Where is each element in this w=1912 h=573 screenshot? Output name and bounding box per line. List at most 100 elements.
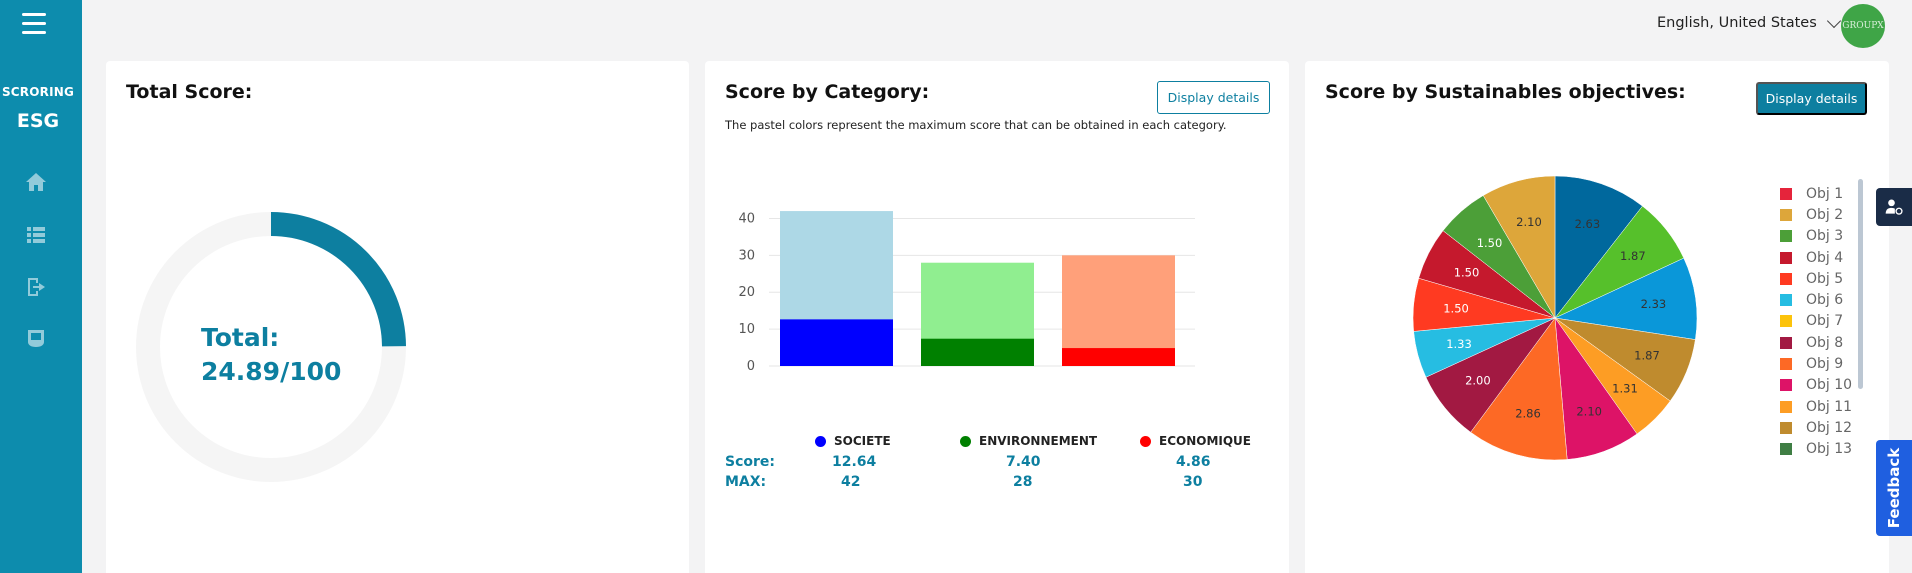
pie-slice	[1554, 175, 1643, 319]
legend-item[interactable]: Obj 4	[1780, 247, 1860, 268]
legend-label: Obj 2	[1806, 206, 1844, 223]
legend-dot	[1140, 435, 1151, 447]
chevron-down-icon	[1826, 13, 1841, 28]
pie-legend: Obj 1 Obj 2 Obj 3 Obj 4 Obj 5 Obj 6 Obj 7 Obj 8…	[1780, 183, 1860, 460]
legend-societe: SOCIETE	[815, 434, 891, 448]
menu-icon[interactable]	[22, 13, 46, 35]
pie-slice-label: 1.50	[1477, 236, 1503, 250]
category-card: Score by Category: Display details The p…	[705, 61, 1289, 573]
total-score-card: Total Score: Total: 24.89/100	[106, 61, 689, 573]
legend-item[interactable]: Obj 12	[1780, 417, 1860, 438]
legend-label: Obj 5	[1806, 270, 1844, 287]
user-gear-icon	[1885, 199, 1903, 215]
home-icon[interactable]	[22, 168, 50, 196]
avatar[interactable]: GROUPX	[1841, 4, 1885, 48]
legend-item[interactable]: Obj 13	[1780, 439, 1860, 460]
pie-slice-label: 2.00	[1465, 374, 1491, 388]
feedback-button[interactable]: Feedback	[1876, 440, 1912, 536]
legend-item[interactable]: Obj 1	[1780, 183, 1860, 204]
gauge-arc	[136, 212, 406, 482]
total-score-title: Total Score:	[126, 81, 253, 103]
list-icon[interactable]	[22, 221, 50, 249]
bar-score-economique	[1062, 348, 1175, 366]
legend-swatch	[1780, 379, 1792, 392]
legend-swatch	[1780, 208, 1792, 221]
legend-swatch	[1780, 358, 1792, 371]
score-value-economique: 4.86	[1176, 454, 1211, 470]
pie-slice-label: 2.86	[1515, 407, 1541, 421]
legend-label: Obj 1	[1806, 185, 1844, 202]
y-tick-label: 10	[738, 322, 755, 337]
legend-swatch	[1780, 336, 1792, 349]
sidebar: SCRORING ESG	[0, 0, 82, 573]
total-score-gauge	[136, 212, 406, 482]
legend-label: Obj 9	[1806, 356, 1844, 373]
legend-label: Obj 3	[1806, 228, 1844, 245]
legend-item[interactable]: Obj 9	[1780, 353, 1860, 374]
y-tick-label: 0	[747, 359, 755, 374]
legend-swatch	[1780, 251, 1792, 264]
objectives-pie-chart: 2.63 1.87 2.33 1.87 1.31 2.10 2.86 2.00 1.33 1.50…	[1412, 175, 1698, 461]
y-tick-label: 40	[738, 211, 755, 226]
pie-slice-label: 1.50	[1454, 266, 1480, 280]
max-value-environnement: 28	[1013, 474, 1033, 490]
pie-slice	[1470, 317, 1568, 461]
legend-item[interactable]: Obj 6	[1780, 289, 1860, 310]
legend-label: ECONOMIQUE	[1159, 434, 1251, 448]
pie-slice-label: 1.87	[1634, 349, 1660, 363]
legend-dot	[960, 435, 971, 447]
legend-item[interactable]: Obj 2	[1780, 204, 1860, 225]
pie-slice-label: 1.33	[1446, 337, 1472, 351]
logout-icon[interactable]	[22, 273, 50, 301]
legend-swatch	[1780, 187, 1792, 200]
legend-label: Obj 11	[1806, 398, 1853, 415]
category-title: Score by Category:	[725, 81, 930, 103]
score-value-environnement: 7.40	[1006, 454, 1041, 470]
pie-slice	[1554, 257, 1698, 340]
language-label: English, United States	[1657, 15, 1817, 31]
legend-dot	[815, 435, 826, 447]
brand-line1: SCRORING	[1, 85, 75, 99]
user-settings-tab[interactable]	[1876, 188, 1912, 226]
legend-swatch	[1780, 443, 1792, 456]
category-subtitle: The pastel colors represent the maximum …	[725, 118, 1227, 132]
legend-swatch	[1780, 315, 1792, 328]
legend-swatch	[1780, 230, 1792, 243]
pie-slice-label: 2.10	[1516, 215, 1542, 229]
pie-slice-label: 2.63	[1575, 217, 1601, 231]
legend-label: Obj 6	[1806, 292, 1844, 309]
legend-scrollbar[interactable]	[1858, 179, 1863, 389]
legend-swatch	[1780, 272, 1792, 285]
display-details-button[interactable]: Display details	[1756, 82, 1867, 115]
device-icon[interactable]	[22, 324, 50, 352]
display-details-button[interactable]: Display details	[1157, 81, 1270, 114]
legend-economique: ECONOMIQUE	[1140, 434, 1251, 448]
legend-label: Obj 10	[1806, 377, 1853, 394]
pie-slice-label: 2.33	[1641, 297, 1667, 311]
max-value-economique: 30	[1183, 474, 1203, 490]
legend-item[interactable]: Obj 8	[1780, 332, 1860, 353]
legend-item[interactable]: Obj 7	[1780, 311, 1860, 332]
objectives-title: Score by Sustainables objectives:	[1325, 81, 1686, 103]
legend-item[interactable]: Obj 3	[1780, 226, 1860, 247]
y-tick-label: 30	[738, 248, 755, 263]
legend-item[interactable]: Obj 10	[1780, 375, 1860, 396]
legend-item[interactable]: Obj 11	[1780, 396, 1860, 417]
legend-label: Obj 12	[1806, 419, 1853, 436]
category-bar-chart: 0 10 20 30 40	[738, 211, 1195, 374]
legend-swatch	[1780, 421, 1792, 434]
legend-label: Obj 4	[1806, 249, 1844, 266]
pie-slice-label: 2.10	[1576, 404, 1602, 418]
y-tick-label: 20	[738, 285, 755, 300]
pie-slice	[1482, 175, 1556, 319]
bar-score-societe	[780, 319, 893, 366]
legend-item[interactable]: Obj 5	[1780, 268, 1860, 289]
max-value-societe: 42	[841, 474, 861, 490]
total-score-text: Total: 24.89/100	[201, 321, 341, 389]
legend-environnement: ENVIRONNEMENT	[960, 434, 1097, 448]
language-selector[interactable]: English, United States	[1657, 13, 1841, 31]
max-row-label: MAX:	[725, 474, 767, 490]
legend-swatch	[1780, 294, 1792, 307]
legend-swatch	[1780, 400, 1792, 413]
pie-slice-label: 1.50	[1443, 302, 1469, 316]
